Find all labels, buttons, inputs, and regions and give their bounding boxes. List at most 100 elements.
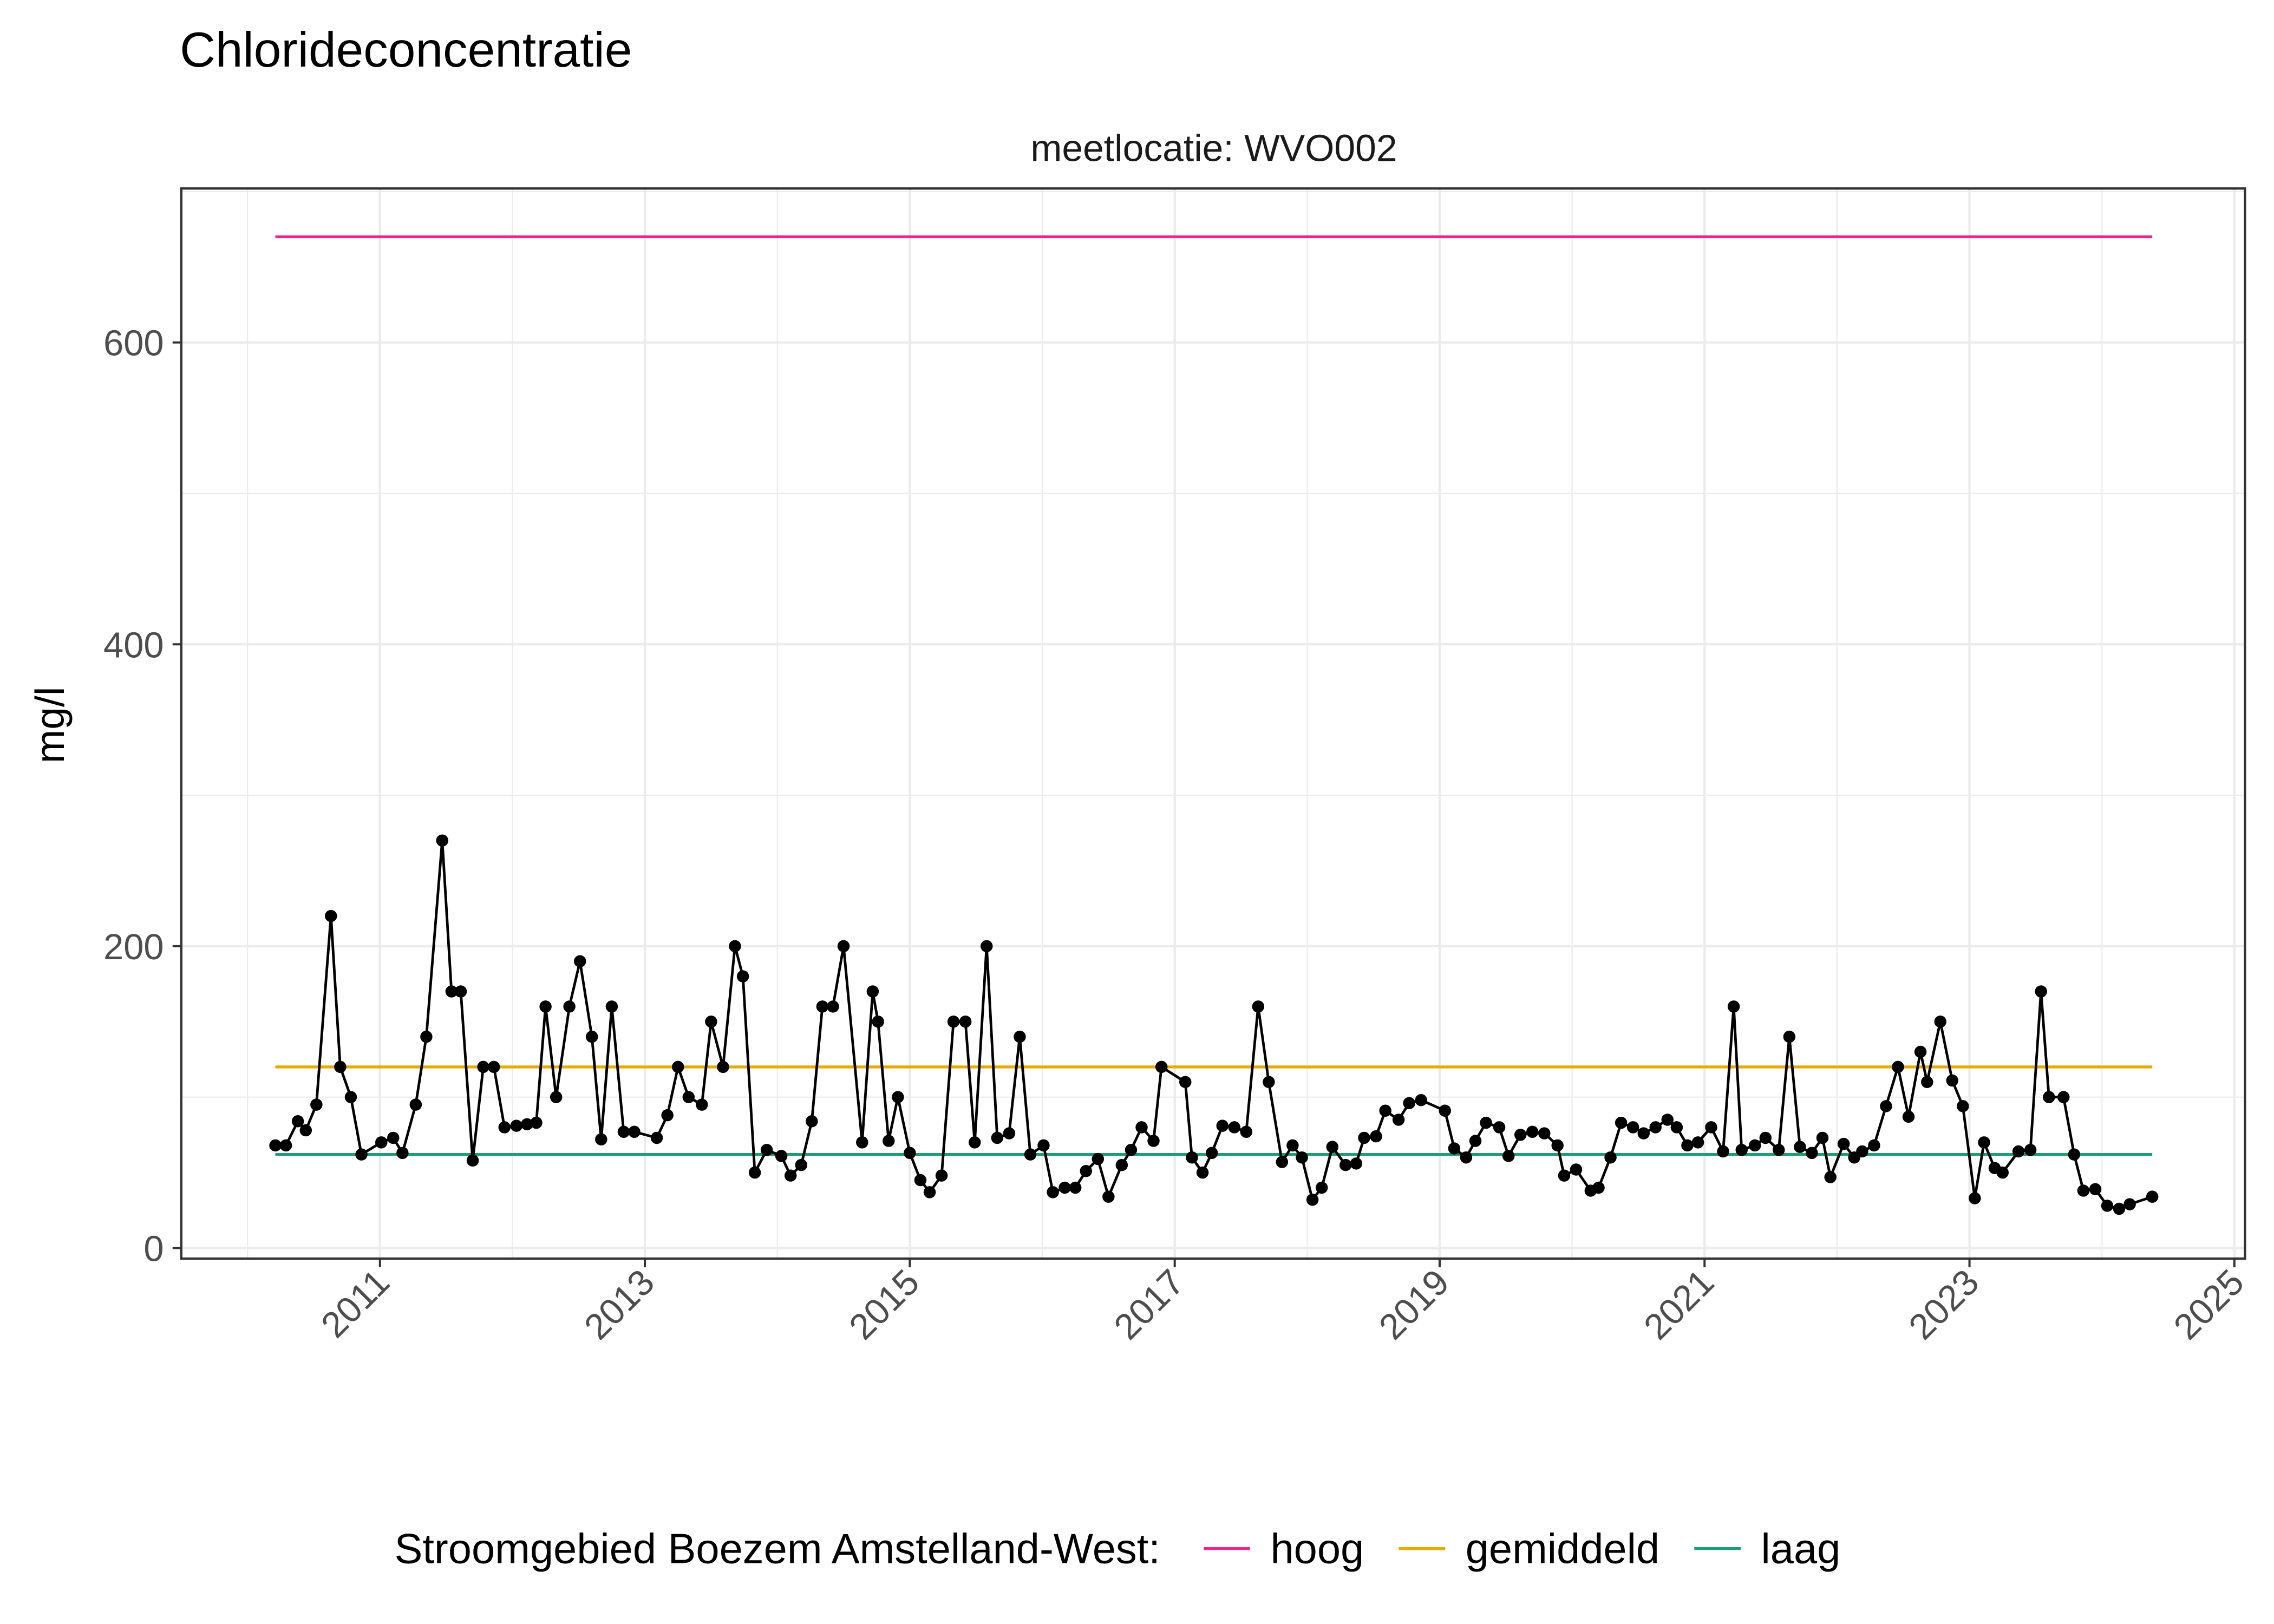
data-point <box>1538 1127 1551 1140</box>
data-point <box>269 1139 282 1152</box>
data-point <box>617 1125 630 1138</box>
data-point <box>1439 1104 1452 1117</box>
data-point <box>521 1118 533 1131</box>
data-point <box>563 1000 576 1013</box>
y-tick-label: 0 <box>143 1229 164 1269</box>
data-point <box>1014 1030 1026 1043</box>
data-point <box>1339 1158 1352 1171</box>
data-point <box>409 1098 422 1111</box>
data-point <box>914 1174 927 1187</box>
data-point <box>2089 1183 2102 1195</box>
data-point <box>477 1060 489 1073</box>
data-point <box>334 1060 347 1073</box>
data-point <box>454 985 467 998</box>
data-point <box>1003 1127 1016 1140</box>
data-point <box>1649 1121 1662 1134</box>
data-point <box>1069 1181 1082 1194</box>
data-point <box>748 1166 761 1179</box>
data-point <box>510 1119 523 1132</box>
data-point <box>1717 1145 1729 1158</box>
data-point <box>1058 1181 1071 1194</box>
data-point <box>671 1060 684 1073</box>
data-point <box>1358 1131 1370 1144</box>
data-point <box>1080 1165 1093 1177</box>
chart-title: Chlorideconcentratie <box>180 23 632 77</box>
data-point <box>1914 1045 1927 1058</box>
y-tick-label: 200 <box>103 927 164 967</box>
data-point <box>717 1060 729 1073</box>
data-point <box>1615 1116 1628 1129</box>
data-point <box>1350 1157 1363 1170</box>
data-point <box>1115 1158 1128 1171</box>
data-point <box>923 1186 936 1199</box>
data-point <box>1216 1119 1229 1132</box>
data-point <box>1570 1163 1583 1176</box>
data-point <box>661 1109 674 1122</box>
data-point <box>1946 1074 1959 1087</box>
panel-border <box>180 187 2246 1260</box>
data-point <box>1047 1186 1059 1199</box>
data-point <box>1824 1171 1837 1183</box>
data-point <box>806 1115 818 1128</box>
data-point <box>1816 1131 1829 1144</box>
data-point <box>1296 1151 1308 1164</box>
data-point <box>1957 1100 1969 1112</box>
facet-label: meetlocatie: WVO002 <box>1030 127 1397 169</box>
data-point <box>1147 1135 1160 1147</box>
y-axis-label: mg/l <box>27 686 73 763</box>
data-point <box>650 1131 663 1144</box>
data-point <box>1681 1139 1694 1152</box>
data-point <box>1748 1139 1761 1152</box>
data-point <box>1205 1147 1218 1160</box>
legend-label: hoog <box>1270 1526 1364 1573</box>
data-point <box>1783 1030 1796 1043</box>
data-point <box>991 1131 1004 1144</box>
data-point <box>279 1139 292 1152</box>
data-point <box>1880 1100 1892 1112</box>
data-point <box>1276 1156 1289 1168</box>
data-point <box>1558 1169 1571 1182</box>
data-point <box>1228 1121 1241 1134</box>
data-point <box>795 1158 808 1171</box>
data-point <box>2043 1091 2055 1103</box>
data-point <box>736 970 749 983</box>
data-point <box>1240 1125 1253 1138</box>
data-point <box>1155 1060 1168 1073</box>
data-point <box>1135 1121 1148 1134</box>
data-point <box>550 1091 563 1103</box>
data-point <box>1502 1150 1515 1162</box>
data-point <box>1196 1166 1209 1179</box>
data-point <box>1514 1129 1527 1141</box>
data-point <box>1493 1121 1506 1134</box>
data-point <box>1773 1144 1785 1156</box>
data-point <box>1252 1000 1265 1013</box>
data-point <box>1902 1110 1915 1123</box>
data-point <box>2113 1202 2126 1215</box>
data-point <box>375 1136 388 1149</box>
legend-title: Stroomgebied Boezem Amstelland-West: <box>395 1526 1160 1573</box>
data-point <box>969 1136 981 1149</box>
data-point <box>2024 1144 2037 1156</box>
data-point <box>445 985 458 998</box>
data-point <box>1306 1194 1319 1206</box>
data-point <box>628 1125 641 1138</box>
data-point <box>1263 1076 1275 1089</box>
data-point <box>1480 1116 1492 1129</box>
data-point <box>1735 1144 1748 1156</box>
data-point <box>1551 1139 1564 1152</box>
data-point <box>436 834 449 847</box>
data-point <box>1934 1016 1946 1028</box>
data-point <box>2035 985 2047 998</box>
data-point <box>1592 1181 1605 1194</box>
data-point <box>775 1150 788 1162</box>
data-point <box>1727 1000 1740 1013</box>
data-point <box>1794 1141 1806 1153</box>
data-point <box>760 1144 773 1156</box>
data-point <box>2077 1184 2090 1197</box>
data-point <box>1526 1125 1539 1138</box>
data-point <box>959 1016 972 1028</box>
data-point <box>696 1098 708 1111</box>
data-point <box>387 1131 400 1144</box>
data-point <box>1179 1076 1192 1089</box>
